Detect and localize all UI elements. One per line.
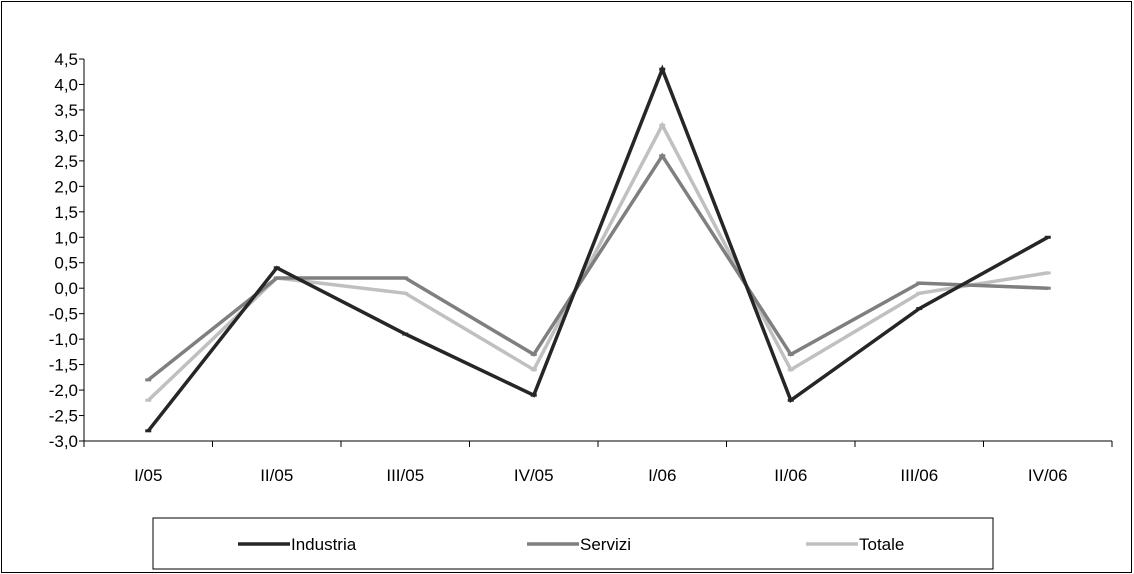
y-tick-label: -1,5	[49, 356, 78, 375]
data-point-industria	[1044, 235, 1051, 239]
y-tick-label: 1,5	[54, 203, 78, 222]
y-tick-label: -0,5	[49, 305, 78, 324]
data-point-totale	[530, 368, 537, 372]
y-tick-label: -2,5	[49, 407, 78, 426]
legend-marker	[550, 542, 556, 546]
y-tick-label: -3,0	[49, 432, 78, 451]
y-tick-label: 4,5	[54, 50, 78, 69]
y-tick-label: 0,0	[54, 279, 78, 298]
legend-marker	[261, 542, 267, 546]
x-tick-label: II/05	[260, 466, 293, 485]
data-point-servizi	[145, 378, 152, 382]
y-tick-label: 1,0	[54, 228, 78, 247]
y-tick-label: 3,5	[54, 101, 78, 120]
data-point-totale	[916, 291, 923, 295]
data-point-industria	[530, 393, 537, 397]
legend: Industria Servizi Totale	[152, 517, 994, 570]
y-tick-label: 2,5	[54, 152, 78, 171]
data-point-industria	[916, 307, 923, 311]
data-point-servizi	[659, 154, 666, 158]
x-tick-label: I/05	[134, 466, 162, 485]
data-point-industria	[659, 67, 666, 71]
x-tick-label: I/06	[648, 466, 676, 485]
data-point-servizi	[916, 281, 923, 285]
series-line-servizi	[147, 152, 1048, 382]
data-point-servizi	[402, 276, 409, 280]
data-point-servizi	[273, 276, 280, 280]
data-point-industria	[787, 398, 794, 402]
data-point-totale	[1044, 271, 1051, 275]
y-tick-label: -1,0	[49, 330, 78, 349]
data-point-totale	[402, 291, 409, 295]
x-axis: I/05 II/05 III/05 IV/05 I/06 II/06 III/06 IV/06	[83, 440, 1113, 485]
legend-label-totale: Totale	[859, 535, 904, 554]
y-tick-label: 2,0	[54, 177, 78, 196]
data-point-totale	[787, 368, 794, 372]
data-point-industria	[402, 332, 409, 336]
x-tick-label: II/06	[774, 466, 807, 485]
data-point-totale	[659, 123, 666, 127]
data-point-totale	[145, 398, 152, 402]
series-line-industria	[146, 64, 1049, 432]
x-tick-label: III/06	[900, 466, 938, 485]
legend-label-servizi: Servizi	[580, 535, 631, 554]
data-point-servizi	[1044, 286, 1051, 290]
series-line-totale	[147, 121, 1049, 402]
x-tick-label: IV/05	[514, 466, 554, 485]
y-tick-label: 4,0	[54, 75, 78, 94]
y-axis: -3,0 -2,5 -2,0 -1,5 -1,0 -0,5 0,0 0,5 1,0 1,5 2,0 2…	[49, 50, 85, 451]
legend-label-industria: Industria	[291, 535, 357, 554]
y-tick-label: 3,0	[54, 126, 78, 145]
x-tick-label: IV/06	[1028, 466, 1068, 485]
data-point-servizi	[787, 352, 794, 356]
x-tick-label: III/05	[386, 466, 424, 485]
data-point-servizi	[530, 352, 537, 356]
y-tick-label: 0,5	[54, 254, 78, 273]
series-layer	[145, 64, 1051, 433]
data-point-industria	[145, 429, 152, 433]
legend-marker	[829, 542, 835, 546]
data-point-industria	[273, 266, 280, 270]
y-tick-label: -2,0	[49, 381, 78, 400]
